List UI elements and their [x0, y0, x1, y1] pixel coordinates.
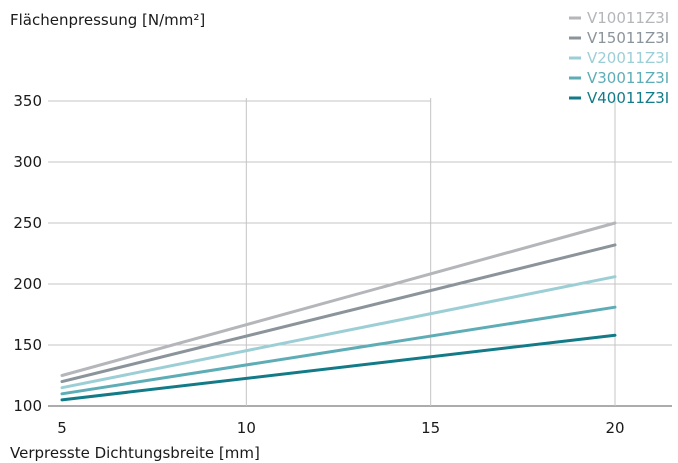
series-line-V15011Z3I	[60, 243, 617, 384]
x-tick-label-20: 20	[605, 419, 624, 437]
y-tick-label-250: 250	[13, 214, 42, 232]
legend-label-V30011Z3I: V30011Z3I	[587, 69, 669, 87]
y-axis-ticks: 100 150 200 250 300 350	[13, 92, 42, 415]
y-tick-label-100: 100	[13, 397, 42, 415]
grid	[48, 98, 672, 407]
y-axis-label: Flächenpressung [N/mm²]	[10, 11, 205, 29]
legend-label-V40011Z3I: V40011Z3I	[587, 89, 669, 107]
legend-label-V20011Z3I: V20011Z3I	[587, 49, 669, 67]
series-line-V10011Z3I	[60, 221, 617, 377]
x-tick-label-5: 5	[57, 419, 67, 437]
y-tick-label-150: 150	[13, 336, 42, 354]
y-tick-label-200: 200	[13, 275, 42, 293]
legend-label-V15011Z3I: V15011Z3I	[587, 29, 669, 47]
x-axis-label: Verpresste Dichtungsbreite [mm]	[10, 444, 260, 462]
x-tick-label-15: 15	[421, 419, 440, 437]
series-line-V20011Z3I	[60, 275, 617, 390]
x-axis-ticks: 5 10 15 20	[57, 419, 624, 437]
y-tick-label-350: 350	[13, 92, 42, 110]
legend: V10011Z3I V15011Z3I V20011Z3I V30011Z3I V400…	[569, 9, 669, 107]
series-line-V30011Z3I	[60, 305, 617, 396]
series-line-V40011Z3I	[60, 333, 617, 402]
y-tick-label-300: 300	[13, 153, 42, 171]
x-tick-label-10: 10	[237, 419, 256, 437]
series-lines	[60, 221, 617, 402]
legend-label-V10011Z3I: V10011Z3I	[587, 9, 669, 27]
